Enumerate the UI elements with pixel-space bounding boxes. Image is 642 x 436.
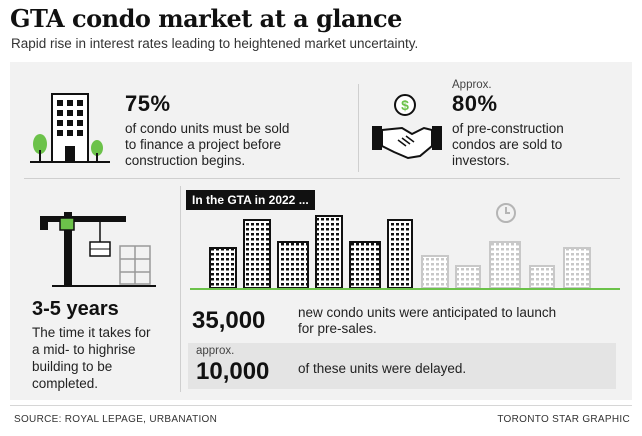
- stat-investors-line: of pre-construction: [452, 121, 564, 136]
- stat-investors-text: of pre-construction condos are sold to i…: [452, 121, 564, 169]
- delayed-value: 10,000: [196, 358, 270, 385]
- stat-finance-line: to finance a project before: [125, 137, 282, 152]
- delayed-box: [188, 343, 616, 389]
- stat-finance-value: 75%: [125, 91, 171, 116]
- tree-icon: [91, 140, 103, 162]
- tree-icon: [33, 134, 47, 162]
- anticipated-line: for pre-sales.: [298, 321, 377, 336]
- stat-time-value: 3-5 years: [32, 298, 119, 320]
- anticipated-line: new condo units were anticipated to laun…: [298, 305, 557, 320]
- stat-investors-prefix: Approx.: [452, 79, 492, 91]
- delayed-prefix: approx.: [196, 345, 235, 357]
- stat-investors-value: 80%: [452, 91, 498, 116]
- stat-time-line: a mid- to highrise: [32, 342, 136, 357]
- stat-time-line: The time it takes for: [32, 325, 151, 340]
- anticipated-value: 35,000: [192, 307, 266, 334]
- skyline-illustration: [190, 215, 620, 290]
- stat-time-line: building to be: [32, 359, 113, 374]
- stat-finance-line: of condo units must be sold: [125, 121, 290, 136]
- dollar-icon: $: [394, 94, 416, 116]
- anticipated-text: new condo units were anticipated to laun…: [298, 305, 556, 337]
- gta-2022-tag: In the GTA in 2022 ...: [186, 190, 315, 210]
- clock-icon: [496, 203, 516, 223]
- graphic-credit: TORONTO STAR GRAPHIC: [497, 414, 630, 425]
- svg-text:$: $: [401, 97, 409, 113]
- stat-time-line: completed.: [32, 376, 99, 391]
- building-dark: [209, 215, 413, 289]
- divider-bottom-vertical: [180, 186, 181, 392]
- page-title: GTA condo market at a glance: [10, 4, 402, 33]
- divider-horizontal: [24, 178, 620, 179]
- stat-investors-line: condos are sold to: [452, 137, 563, 152]
- stat-investors-line: investors.: [452, 153, 510, 168]
- building-faded: [421, 241, 591, 289]
- source-note: SOURCE: ROYAL LEPAGE, URBANATION: [14, 414, 218, 425]
- page-subtitle: Rapid rise in interest rates leading to …: [11, 36, 419, 51]
- delayed-text: of these units were delayed.: [298, 361, 467, 376]
- stat-time-text: The time it takes for a mid- to highrise…: [32, 324, 151, 392]
- crane-icon: [40, 212, 156, 287]
- stat-finance-text: of condo units must be sold to finance a…: [125, 121, 289, 169]
- handshake-icon: [372, 126, 442, 160]
- footer-divider: [10, 405, 632, 406]
- divider-top-vertical: [358, 84, 359, 172]
- stat-finance-line: construction begins.: [125, 153, 246, 168]
